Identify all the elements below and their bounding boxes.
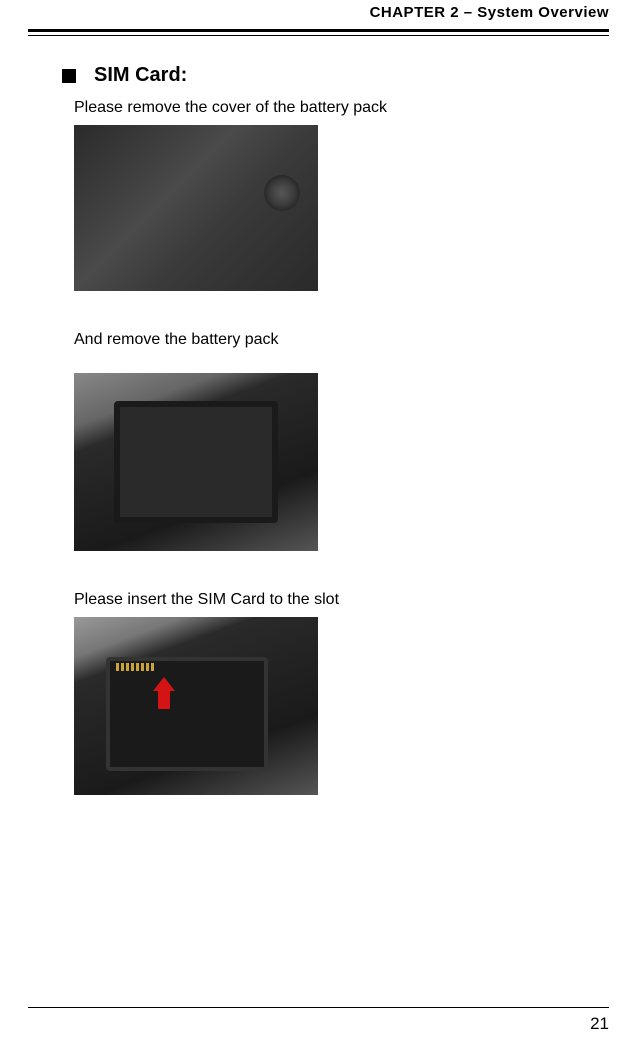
sim-slot-photo	[74, 617, 318, 795]
square-bullet-icon	[62, 69, 76, 83]
page-content: SIM Card: Please remove the cover of the…	[0, 36, 637, 795]
sim-contacts-icon	[116, 663, 156, 671]
page-number: 21	[590, 1014, 609, 1034]
step3-text: Please insert the SIM Card to the slot	[74, 591, 567, 609]
battery-cover-photo	[74, 125, 318, 291]
section-heading: SIM Card:	[62, 64, 567, 87]
arrow-head	[153, 677, 175, 691]
page-header: CHAPTER 2 – System Overview	[0, 0, 637, 36]
arrow-stem	[158, 691, 170, 709]
spacer	[70, 357, 567, 373]
battery-pack-photo	[74, 373, 318, 551]
spacer	[70, 315, 567, 331]
spacer	[70, 575, 567, 591]
heading-text: SIM Card:	[94, 64, 187, 87]
header-rule-thick	[28, 29, 609, 32]
step1-text: Please remove the cover of the battery p…	[74, 99, 567, 117]
step2-text: And remove the battery pack	[74, 331, 567, 349]
up-arrow-icon	[156, 677, 172, 707]
chapter-label: CHAPTER 2 – System Overview	[28, 0, 609, 29]
footer-rule	[28, 1007, 609, 1008]
